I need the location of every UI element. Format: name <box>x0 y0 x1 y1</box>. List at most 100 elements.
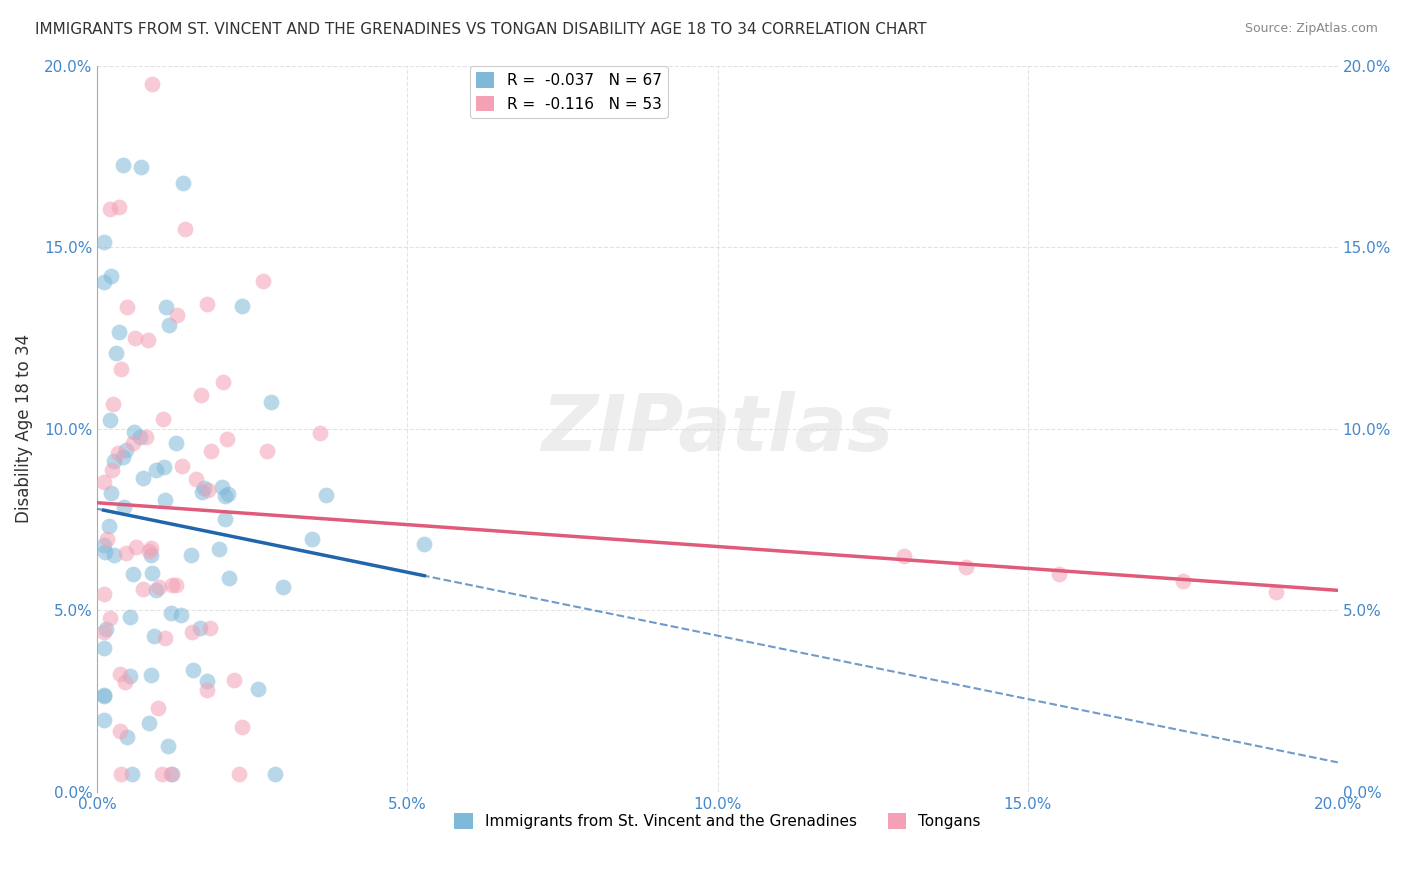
Point <box>152 412 174 426</box>
Point <box>97 519 120 533</box>
Point <box>128 429 150 443</box>
Point <box>188 621 211 635</box>
Point <box>181 663 204 677</box>
Point <box>228 766 250 780</box>
Point <box>413 536 436 550</box>
Point <box>93 714 115 728</box>
Point <box>955 559 977 574</box>
Point <box>217 432 239 446</box>
Point <box>184 472 207 486</box>
Text: Source: ZipAtlas.com: Source: ZipAtlas.com <box>1244 22 1378 36</box>
Point <box>214 511 236 525</box>
Point <box>98 610 121 624</box>
Point <box>1264 585 1286 599</box>
Point <box>260 395 283 409</box>
Point <box>200 444 222 458</box>
Point <box>96 622 118 636</box>
Point <box>150 766 173 780</box>
Point <box>1047 567 1070 582</box>
Point <box>165 578 187 592</box>
Point <box>139 548 162 562</box>
Point <box>165 436 187 450</box>
Point <box>100 486 122 500</box>
Point <box>136 334 159 348</box>
Point <box>246 681 269 696</box>
Point <box>214 489 236 503</box>
Point <box>160 766 183 780</box>
Point <box>103 454 125 468</box>
Point <box>217 487 239 501</box>
Point <box>108 666 131 681</box>
Point <box>93 690 115 704</box>
Point <box>190 388 212 402</box>
Point <box>100 269 122 284</box>
Point <box>139 541 162 555</box>
Point <box>1171 574 1194 589</box>
Text: ZIPatlas: ZIPatlas <box>541 391 894 467</box>
Point <box>180 625 202 640</box>
Point <box>139 668 162 682</box>
Point <box>105 346 128 360</box>
Point <box>118 669 141 683</box>
Legend: Immigrants from St. Vincent and the Grenadines, Tongans: Immigrants from St. Vincent and the Gren… <box>449 807 987 835</box>
Point <box>146 700 169 714</box>
Point <box>115 442 138 457</box>
Point <box>166 308 188 322</box>
Point <box>256 443 278 458</box>
Point <box>93 688 115 702</box>
Point <box>112 500 135 514</box>
Point <box>108 724 131 739</box>
Point <box>160 577 183 591</box>
Point <box>131 471 153 485</box>
Point <box>315 488 337 502</box>
Point <box>96 533 118 547</box>
Point <box>98 413 121 427</box>
Point <box>893 549 915 563</box>
Point <box>170 458 193 473</box>
Point <box>138 544 160 558</box>
Point <box>264 766 287 780</box>
Point <box>271 580 294 594</box>
Point <box>112 158 135 172</box>
Point <box>211 480 233 494</box>
Y-axis label: Disability Age 18 to 34: Disability Age 18 to 34 <box>15 334 32 524</box>
Point <box>170 608 193 623</box>
Point <box>208 541 231 556</box>
Point <box>195 297 218 311</box>
Point <box>114 675 136 690</box>
Point <box>212 375 235 389</box>
Point <box>125 540 148 554</box>
Point <box>107 446 129 460</box>
Point <box>121 766 143 780</box>
Point <box>174 221 197 235</box>
Point <box>153 492 176 507</box>
Point <box>191 484 214 499</box>
Point <box>159 606 181 620</box>
Point <box>110 766 132 780</box>
Point <box>172 177 194 191</box>
Point <box>108 200 131 214</box>
Point <box>309 425 332 440</box>
Point <box>141 566 163 580</box>
Point <box>141 77 163 91</box>
Point <box>195 682 218 697</box>
Point <box>121 436 143 450</box>
Point <box>152 459 174 474</box>
Point <box>93 475 115 489</box>
Point <box>301 532 323 546</box>
Point <box>93 640 115 655</box>
Point <box>124 425 146 439</box>
Point <box>120 610 142 624</box>
Point <box>129 160 152 174</box>
Point <box>193 481 215 495</box>
Point <box>93 235 115 250</box>
Point <box>138 716 160 731</box>
Point <box>195 674 218 689</box>
Point <box>132 582 155 597</box>
Point <box>110 362 132 376</box>
Text: IMMIGRANTS FROM ST. VINCENT AND THE GRENADINES VS TONGAN DISABILITY AGE 18 TO 34: IMMIGRANTS FROM ST. VINCENT AND THE GREN… <box>35 22 927 37</box>
Point <box>93 625 115 640</box>
Point <box>218 571 240 585</box>
Point <box>153 632 176 646</box>
Point <box>143 629 166 643</box>
